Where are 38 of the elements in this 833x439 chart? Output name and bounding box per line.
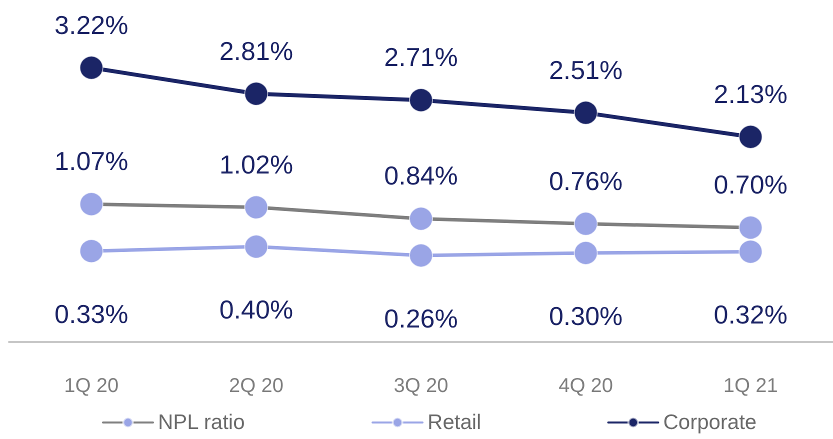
data-label: 2.13% <box>714 78 788 109</box>
x-tick-label: 1Q 21 <box>723 375 778 397</box>
point <box>574 212 598 236</box>
point <box>409 206 433 231</box>
data-label: 0.33% <box>54 299 128 330</box>
data-label: 1.02% <box>219 149 294 180</box>
point <box>738 240 763 264</box>
point <box>409 88 433 112</box>
point <box>244 82 268 106</box>
data-label: 2.71% <box>384 42 458 72</box>
point <box>79 239 104 264</box>
point <box>738 216 763 240</box>
data-label: 0.40% <box>219 294 294 325</box>
data-label: 0.26% <box>384 304 458 334</box>
point <box>79 56 104 80</box>
data-label: 1.07% <box>54 146 128 176</box>
x-tick-label: 3Q 20 <box>394 375 448 397</box>
data-label: 0.76% <box>548 166 623 196</box>
data-label: 2.81% <box>219 36 294 66</box>
data-label: 0.70% <box>714 170 788 200</box>
x-tick-label: 2Q 20 <box>228 375 284 397</box>
point <box>738 124 763 149</box>
point <box>244 234 268 259</box>
x-tick-label: 1Q 20 <box>64 375 119 397</box>
point <box>79 192 104 216</box>
legend-label: Corporate <box>663 411 757 434</box>
legend-label: Retail <box>428 411 482 434</box>
x-tick-label: 4Q 20 <box>558 375 614 397</box>
point <box>409 244 433 268</box>
data-label: 3.22% <box>54 10 128 40</box>
data-label: 2.51% <box>548 54 623 85</box>
data-label: 0.84% <box>384 160 458 191</box>
point <box>244 195 268 220</box>
point <box>574 100 598 125</box>
data-label: 0.32% <box>714 300 788 330</box>
point <box>574 240 598 265</box>
data-label: 0.30% <box>548 300 623 331</box>
legend-label: NPL ratio <box>158 411 245 434</box>
